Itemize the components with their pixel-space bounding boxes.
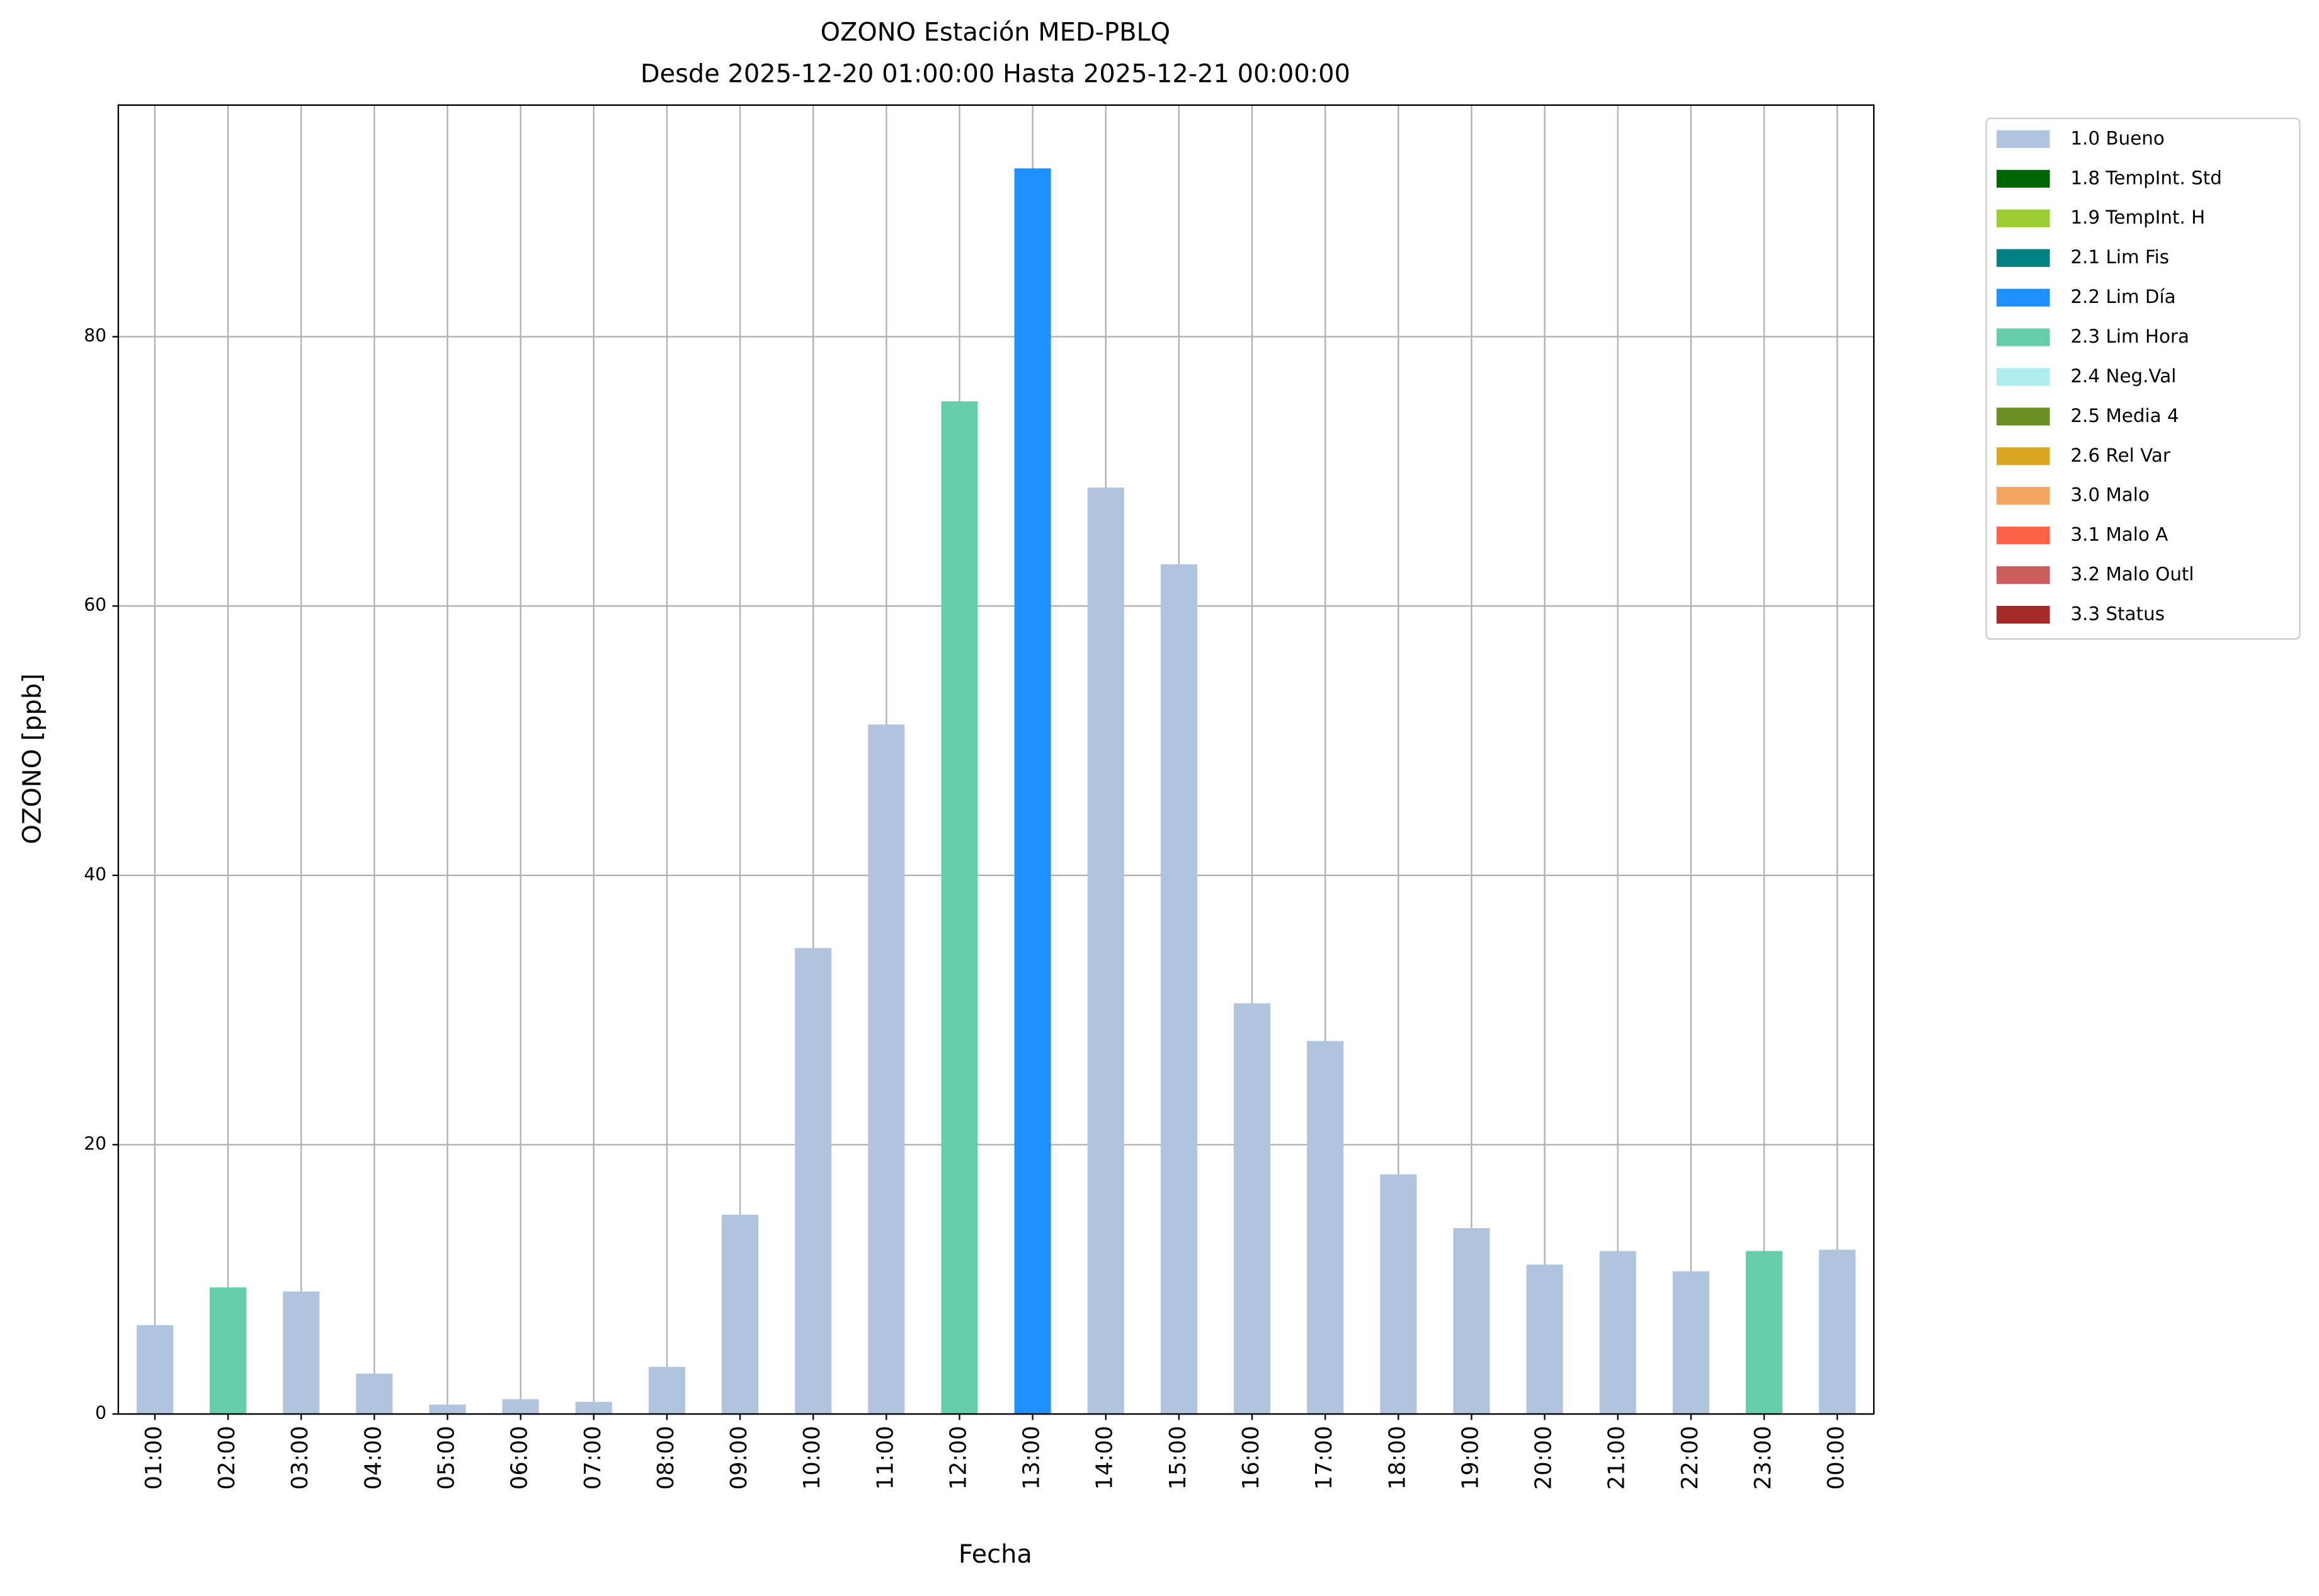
legend-swatch: [1997, 487, 2050, 505]
bar: [1160, 564, 1197, 1415]
legend: 1.0 Bueno 1.8 TempInt. Std 1.9 TempInt. H 2…: [1997, 127, 2222, 625]
legend-label: 2.3 Lim Hora: [2071, 326, 2189, 347]
x-tick-label: 05:00: [433, 1426, 459, 1490]
axes-frame: [117, 104, 1875, 1415]
chart-subtitle: Desde 2025-12-20 01:00:00 Hasta 2025-12-…: [641, 59, 1350, 88]
legend-swatch: [1997, 527, 2050, 545]
legend-label: 3.0 Malo: [2071, 484, 2150, 506]
bar: [1526, 1264, 1563, 1415]
legend-label: 1.9 TempInt. H: [2071, 207, 2206, 228]
chart-title: OZONO Estación MED-PBLQ: [821, 18, 1171, 47]
bar: [283, 1291, 320, 1415]
x-tick-label: 14:00: [1092, 1426, 1118, 1490]
x-tick-label: 12:00: [945, 1426, 971, 1490]
x-tick-label: 23:00: [1750, 1426, 1776, 1490]
bar: [941, 401, 978, 1415]
bar: [868, 724, 905, 1415]
legend-label: 1.0 Bueno: [2071, 127, 2165, 149]
bar: [1819, 1250, 1856, 1415]
y-tick-label: 40: [84, 864, 106, 885]
x-tick-label: 00:00: [1823, 1426, 1849, 1490]
x-tick-label: 21:00: [1604, 1426, 1630, 1490]
legend-box: [1985, 117, 2301, 640]
bars: [136, 168, 1856, 1415]
bar: [356, 1373, 393, 1415]
bar: [1087, 487, 1124, 1415]
legend-label: 2.2 Lim Día: [2071, 286, 2176, 307]
legend-label: 3.2 Malo Outl: [2071, 564, 2194, 585]
bar: [648, 1367, 685, 1415]
legend-swatch: [1997, 605, 2050, 624]
legend-swatch: [1997, 288, 2050, 307]
x-tick-label: 13:00: [1019, 1426, 1045, 1490]
x-tick-label: 09:00: [726, 1426, 752, 1490]
legend-label: 3.1 Malo A: [2071, 524, 2168, 545]
x-tick-label: 18:00: [1384, 1426, 1410, 1490]
legend-swatch: [1997, 130, 2050, 148]
x-tick-label: 17:00: [1311, 1426, 1337, 1490]
bar: [795, 948, 832, 1415]
y-axis-label: OZONO [ppb]: [18, 673, 47, 844]
legend-label: 2.4 Neg.Val: [2071, 365, 2177, 387]
ticks: 0 20 40 60 80 01:00 02:00 03:00 04:00 05:00 06:00 0…: [84, 326, 1849, 1490]
bar: [1745, 1251, 1783, 1415]
bar: [136, 1325, 173, 1415]
legend-swatch: [1997, 447, 2050, 465]
x-tick-label: 16:00: [1238, 1426, 1264, 1490]
bar: [1599, 1251, 1636, 1415]
y-tick-label: 80: [84, 326, 106, 346]
bar: [1453, 1228, 1490, 1415]
bar: [722, 1214, 759, 1415]
y-tick-label: 0: [95, 1403, 106, 1423]
x-tick-label: 07:00: [580, 1426, 606, 1490]
y-tick-label: 60: [84, 595, 106, 615]
legend-swatch: [1997, 328, 2050, 346]
bar: [575, 1401, 612, 1415]
x-tick-label: 10:00: [799, 1426, 825, 1490]
bar: [1233, 1003, 1271, 1415]
legend-swatch: [1997, 566, 2050, 584]
x-axis-label: Fecha: [959, 1540, 1032, 1569]
legend-label: 2.6 Rel Var: [2071, 445, 2171, 466]
x-tick-label: 06:00: [507, 1426, 533, 1490]
legend-swatch: [1997, 169, 2050, 188]
bar: [1380, 1174, 1417, 1415]
x-tick-label: 22:00: [1677, 1426, 1703, 1490]
x-tick-label: 02:00: [214, 1426, 240, 1490]
legend-label: 2.5 Media 4: [2071, 405, 2179, 426]
bar: [1014, 168, 1051, 1415]
bar: [429, 1405, 466, 1415]
x-tick-label: 03:00: [287, 1426, 313, 1490]
x-tick-label: 04:00: [360, 1426, 386, 1490]
y-tick-label: 20: [84, 1133, 106, 1154]
legend-swatch: [1997, 408, 2050, 426]
x-tick-label: 08:00: [653, 1426, 679, 1490]
x-tick-label: 11:00: [872, 1426, 898, 1490]
x-tick-label: 19:00: [1457, 1426, 1483, 1490]
bar: [210, 1287, 247, 1415]
legend-label: 1.8 TempInt. Std: [2071, 167, 2222, 188]
legend-swatch: [1997, 209, 2050, 227]
legend-swatch: [1997, 368, 2050, 386]
x-tick-label: 15:00: [1165, 1426, 1191, 1490]
x-tick-label: 20:00: [1531, 1426, 1557, 1490]
x-tick-label: 01:00: [141, 1426, 167, 1490]
bar: [502, 1399, 539, 1415]
legend-swatch: [1997, 249, 2050, 267]
legend-label: 2.1 Lim Fis: [2071, 246, 2170, 268]
bar: [1307, 1040, 1344, 1415]
legend-label: 3.3 Status: [2071, 603, 2165, 625]
grid: [118, 105, 1874, 1415]
bar: [1672, 1271, 1709, 1415]
